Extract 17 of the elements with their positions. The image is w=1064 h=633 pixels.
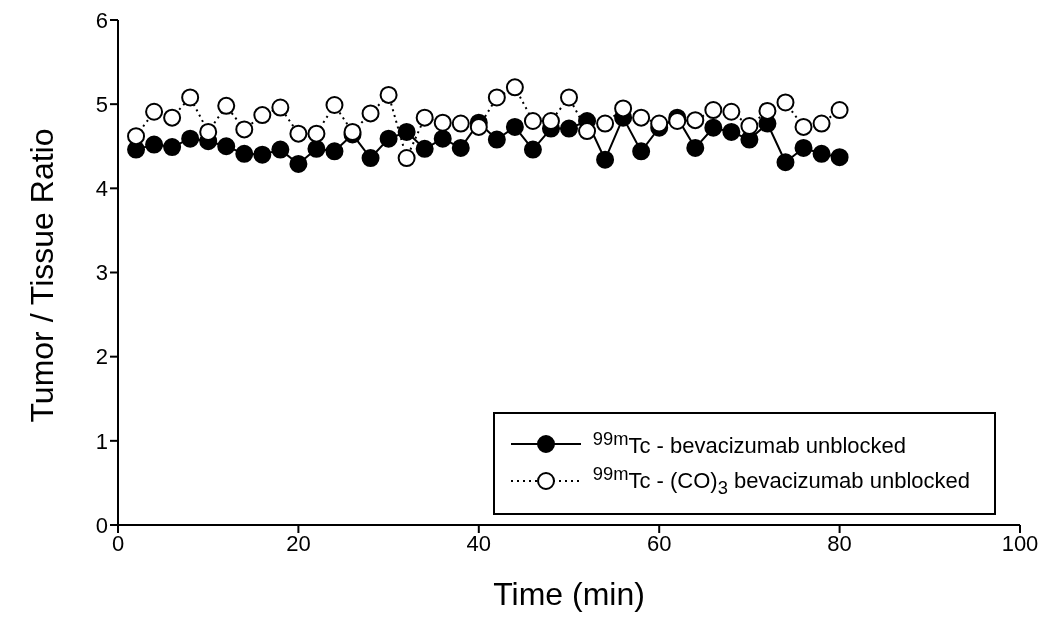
y-tick-label: 0 — [95, 512, 108, 538]
x-tick-label: 100 — [1001, 530, 1039, 556]
x-tick-label: 20 — [286, 530, 311, 556]
x-tick-label: 80 — [827, 530, 852, 556]
y-tick-label: 1 — [95, 428, 108, 454]
legend-label: $^{99m}$Tc - (CO)$_{3}$ bevacizumab unblocked — [592, 463, 970, 499]
x-tick-label: 60 — [646, 530, 672, 556]
y-tick-label: 2 — [95, 344, 108, 370]
y-tick-label: 4 — [95, 176, 108, 202]
x-tick-label: 0 — [111, 530, 125, 556]
y-tick-label: 3 — [95, 260, 108, 286]
x-tick-label: 40 — [466, 530, 492, 556]
x-axis-title: Time (min) — [493, 576, 645, 612]
y-tick-label: 6 — [95, 7, 108, 33]
y-tick-label: 5 — [95, 91, 108, 117]
y-axis-title: Tumor / Tissue Ratio — [24, 128, 61, 423]
legend-label: $^{99m}$Tc - bevacizumab unblocked — [592, 427, 907, 460]
